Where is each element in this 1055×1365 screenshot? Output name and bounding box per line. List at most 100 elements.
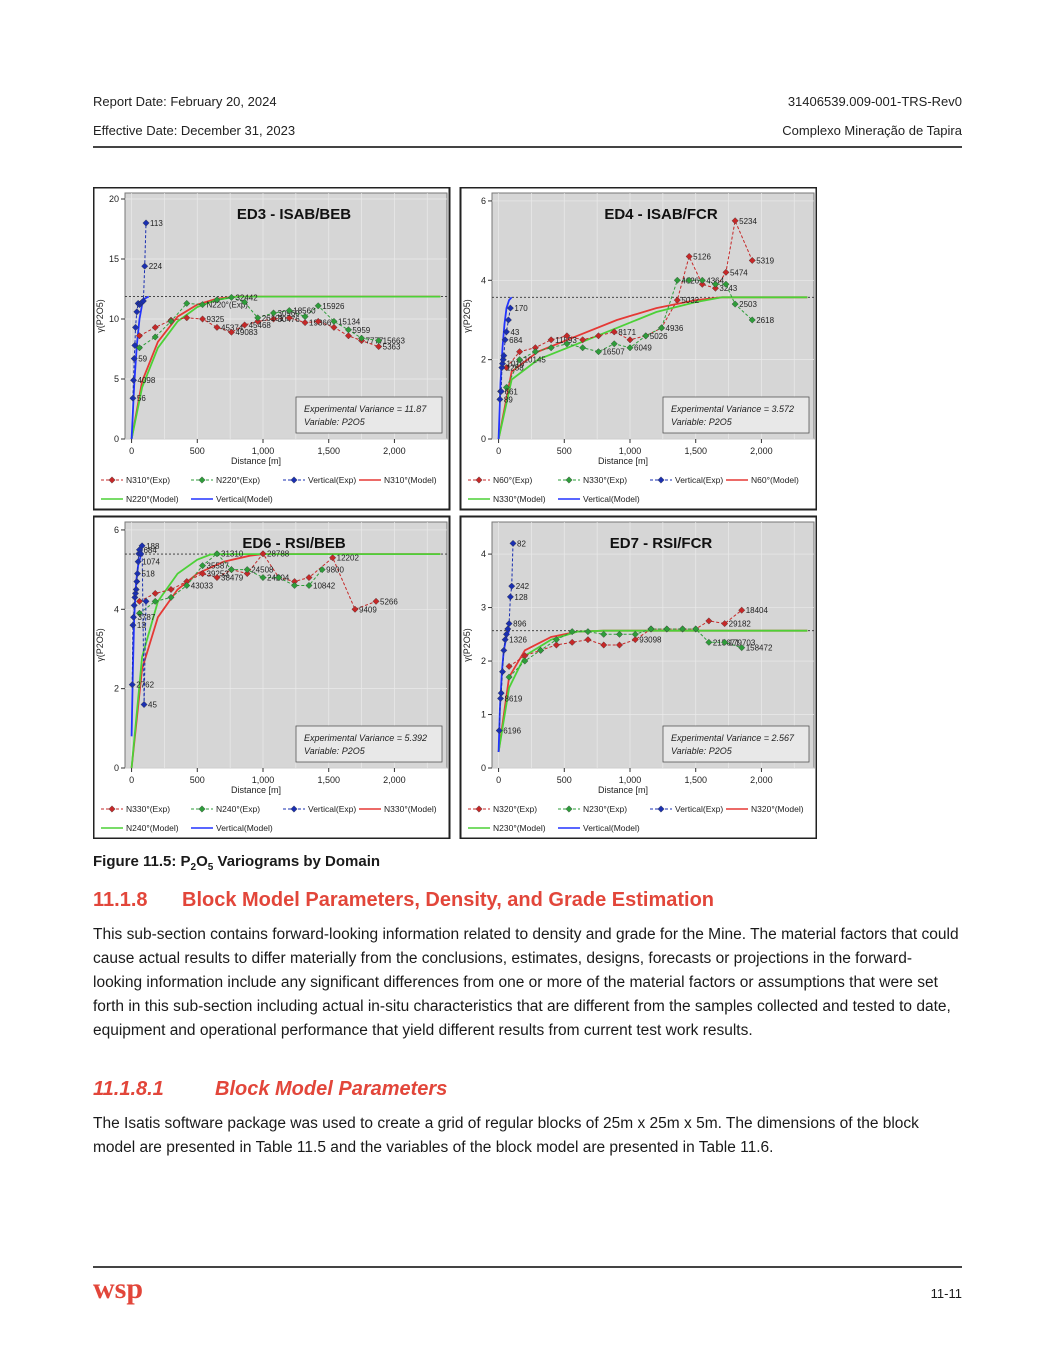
experimental-point xyxy=(495,727,503,735)
experimental-point xyxy=(167,593,175,601)
x-axis-label: Distance [m] xyxy=(231,785,281,795)
experimental-point xyxy=(658,324,666,332)
point-label: 2618 xyxy=(756,316,774,325)
experimental-point xyxy=(497,387,505,395)
variance-text: Experimental Variance = 3.572 xyxy=(671,404,794,414)
experimental-point xyxy=(502,383,510,391)
point-label: 684 xyxy=(509,336,523,345)
experimental-point xyxy=(600,641,608,649)
y-tick-label: 15 xyxy=(109,254,119,264)
point-label: 43033 xyxy=(191,581,214,590)
experimental-point xyxy=(500,352,508,360)
x-tick-label: 500 xyxy=(190,446,205,456)
point-label: 15663 xyxy=(383,337,406,346)
experimental-point xyxy=(199,562,207,570)
x-tick-label: 0 xyxy=(496,446,501,456)
x-tick-label: 2,000 xyxy=(383,775,406,785)
experimental-line xyxy=(131,545,147,705)
experimental-point xyxy=(502,364,510,372)
y-tick-label: 6 xyxy=(481,196,486,206)
point-label: 5126 xyxy=(693,252,711,261)
point-label: 661 xyxy=(505,387,519,396)
point-label: 19366 xyxy=(309,319,332,328)
variance-box xyxy=(662,396,810,434)
experimental-point xyxy=(142,219,150,227)
experimental-point xyxy=(129,394,137,402)
experimental-point xyxy=(329,554,337,562)
experimental-point xyxy=(631,636,639,644)
experimental-point xyxy=(213,550,221,558)
experimental-point xyxy=(563,340,571,348)
experimental-point xyxy=(506,593,514,601)
y-tick-label: 2 xyxy=(481,355,486,365)
point-label: 59 xyxy=(138,355,147,364)
point-label: 12202 xyxy=(337,554,360,563)
model-curve xyxy=(497,296,808,440)
experimental-point xyxy=(330,317,338,325)
point-label: 45468 xyxy=(249,321,272,330)
experimental-point xyxy=(183,582,191,589)
experimental-point xyxy=(151,323,159,331)
experimental-point xyxy=(151,333,159,341)
experimental-point xyxy=(134,570,141,578)
experimental-point xyxy=(167,317,175,325)
legend-entry: N230°(Model) xyxy=(493,823,546,833)
experimental-point xyxy=(130,376,138,384)
experimental-point xyxy=(199,570,207,578)
experimental-point xyxy=(616,641,623,649)
experimental-point xyxy=(301,313,309,321)
experimental-point xyxy=(133,308,141,316)
legend-entry: Vertical(Model) xyxy=(216,823,273,833)
experimental-point xyxy=(679,625,687,633)
experimental-point xyxy=(508,582,516,590)
experimental-point xyxy=(685,276,693,284)
experimental-point xyxy=(505,620,513,628)
point-label: 45 xyxy=(148,701,157,710)
experimental-point xyxy=(151,589,159,597)
point-label: 45374 xyxy=(221,323,244,332)
experimental-point xyxy=(698,280,706,288)
point-label: 6049 xyxy=(634,344,652,353)
legend-marker xyxy=(198,805,206,813)
experimental-point xyxy=(504,316,512,324)
experimental-point xyxy=(722,268,730,276)
point-label: 188 xyxy=(146,542,160,551)
experimental-point xyxy=(610,328,618,336)
legend-entry: N320°(Model) xyxy=(751,804,804,814)
point-label: 18560 xyxy=(293,307,316,316)
x-tick-label: 1,000 xyxy=(252,446,275,456)
legend-entry: Vertical(Exp) xyxy=(675,804,723,814)
experimental-point xyxy=(275,574,283,582)
experimental-point xyxy=(358,334,366,342)
effective-date: Effective Date: December 31, 2023 xyxy=(93,123,296,138)
project-name: Complexo Mineração de Tapira xyxy=(782,123,962,138)
experimental-point xyxy=(579,344,587,352)
experimental-point xyxy=(506,304,514,312)
point-label: 3243 xyxy=(719,284,737,293)
experimental-point xyxy=(738,644,746,652)
variance-text: Experimental Variance = 11.87 xyxy=(304,404,427,414)
x-tick-label: 1,500 xyxy=(684,446,707,456)
point-label: 684 xyxy=(143,546,157,555)
x-tick-label: 1,500 xyxy=(317,446,340,456)
experimental-point xyxy=(748,316,756,324)
legend-entry: N240°(Model) xyxy=(126,823,179,833)
point-label: 7777 xyxy=(366,337,384,346)
experimental-point xyxy=(547,336,555,344)
experimental-point xyxy=(505,662,513,670)
point-label: 1258 xyxy=(506,364,524,373)
legend-entry: N240°(Exp) xyxy=(216,804,260,814)
point-label: 29182 xyxy=(729,620,752,629)
experimental-point xyxy=(594,332,602,340)
experimental-point xyxy=(698,276,706,284)
point-label: 242 xyxy=(516,582,530,591)
footer-divider xyxy=(93,1266,962,1268)
point-label: 9409 xyxy=(359,605,377,614)
experimental-point xyxy=(344,326,352,334)
y-tick-label: 5 xyxy=(114,374,119,384)
legend-entry: N60°(Exp) xyxy=(493,475,532,485)
experimental-point xyxy=(285,307,293,315)
experimental-point xyxy=(139,297,147,305)
experimental-point xyxy=(135,344,143,352)
experimental-point xyxy=(502,630,510,638)
